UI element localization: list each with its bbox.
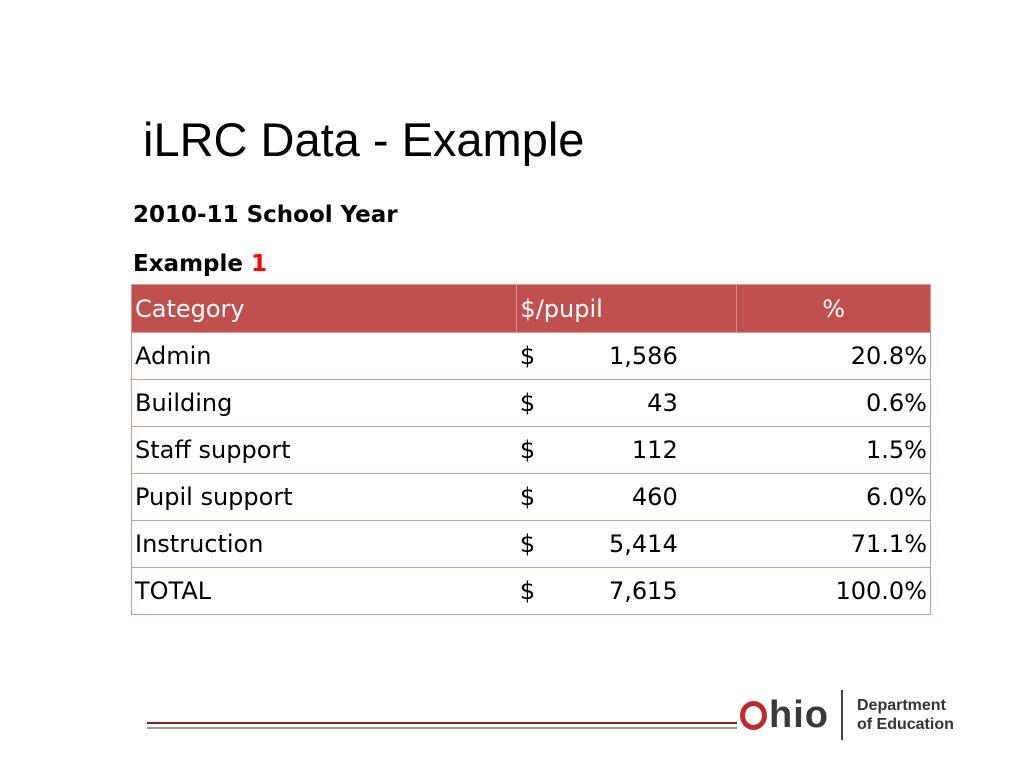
per-pupil-amount: 43 [647, 389, 678, 417]
currency-symbol: $ [519, 342, 536, 370]
header-percent: % [736, 284, 931, 333]
ohio-o-icon [740, 700, 767, 730]
header-category: Category [131, 284, 518, 333]
cell-per-pupil: $43 [516, 379, 737, 427]
per-pupil-value: $5,414 [520, 530, 734, 558]
logo-divider [840, 690, 843, 740]
department-label: Department of Education [857, 696, 954, 734]
cell-per-pupil: $7,615 [516, 567, 737, 615]
table-row: TOTAL $7,615 100.0% [131, 567, 931, 615]
cell-percent: 0.6% [736, 379, 931, 427]
department-line-1: Department [856, 697, 946, 714]
table-row: Instruction $5,414 71.1% [131, 520, 931, 568]
per-pupil-value: $43 [520, 389, 734, 417]
example-label: Example [133, 251, 243, 277]
cell-per-pupil: $5,414 [516, 520, 737, 568]
cell-percent: 71.1% [736, 520, 931, 568]
currency-symbol: $ [519, 577, 536, 605]
table-body: Admin $1,586 20.8% Building $43 0.6% Staff sup… [131, 332, 931, 615]
cell-category: TOTAL [131, 567, 517, 615]
ohio-wordmark: hio [740, 694, 829, 737]
header-per-pupil: $/pupil [516, 284, 738, 333]
cell-percent: 20.8% [736, 332, 931, 380]
cell-category: Admin [131, 332, 517, 380]
table-row: Staff support $112 1.5% [131, 426, 931, 474]
table-row: Building $43 0.6% [131, 379, 931, 427]
cell-category: Pupil support [131, 473, 517, 521]
cell-per-pupil: $112 [516, 426, 737, 474]
example-heading: Example 1 [133, 251, 267, 277]
currency-symbol: $ [519, 483, 536, 511]
spending-table: Category $/pupil % Admin $1,586 20.8% Build… [131, 284, 931, 615]
example-number: 1 [251, 251, 268, 277]
per-pupil-amount: 1,586 [609, 342, 678, 370]
per-pupil-amount: 5,414 [609, 530, 678, 558]
cell-category: Instruction [131, 520, 517, 568]
table-header-row: Category $/pupil % [131, 284, 931, 333]
currency-symbol: $ [519, 436, 536, 464]
cell-per-pupil: $460 [516, 473, 737, 521]
school-year-heading: 2010-11 School Year [133, 202, 398, 228]
per-pupil-amount: 460 [631, 483, 678, 511]
per-pupil-value: $112 [520, 436, 734, 464]
table-row: Admin $1,586 20.8% [131, 332, 931, 380]
currency-symbol: $ [519, 389, 536, 417]
currency-symbol: $ [519, 530, 536, 558]
footer-rule [147, 722, 737, 724]
per-pupil-value: $1,586 [520, 342, 734, 370]
cell-category: Staff support [131, 426, 517, 474]
per-pupil-amount: 112 [631, 436, 678, 464]
cell-percent: 1.5% [736, 426, 931, 474]
ohio-department-of-education-logo: hio Department of Education [740, 688, 954, 742]
per-pupil-amount: 7,615 [609, 577, 678, 605]
per-pupil-value: $460 [520, 483, 734, 511]
cell-percent: 100.0% [736, 567, 931, 615]
cell-percent: 6.0% [736, 473, 931, 521]
table-row: Pupil support $460 6.0% [131, 473, 931, 521]
footer-rule-shadow [147, 727, 737, 729]
slide-title: iLRC Data - Example [143, 113, 585, 166]
department-line-2: of Education [856, 716, 954, 733]
cell-category: Building [131, 379, 517, 427]
ohio-wordmark-text: hio [769, 693, 829, 736]
per-pupil-value: $7,615 [520, 577, 734, 605]
cell-per-pupil: $1,586 [516, 332, 737, 380]
